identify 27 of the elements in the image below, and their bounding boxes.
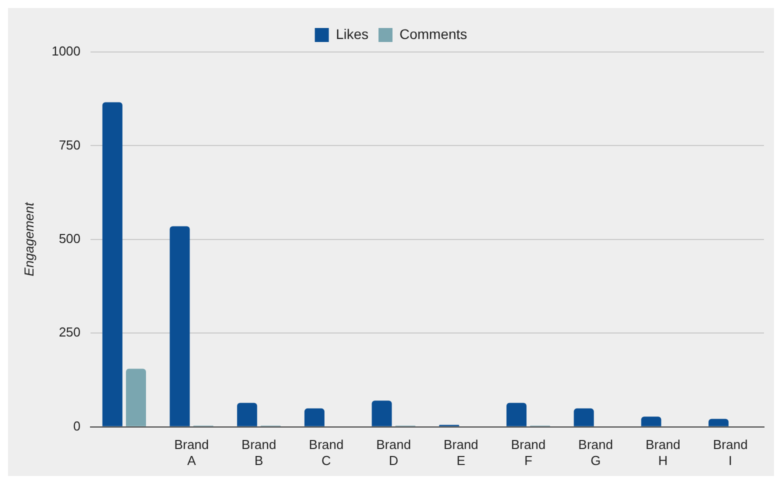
bar: [574, 408, 594, 426]
bar: [372, 400, 392, 426]
y-tick-label: 750: [58, 137, 81, 152]
x-tick-label: Brand F: [510, 437, 546, 468]
legend-label: Comments: [400, 26, 468, 42]
bar: [506, 402, 527, 426]
legend-label: Likes: [336, 26, 369, 42]
bar: [304, 408, 324, 426]
x-tick-label: Brand E: [444, 437, 478, 468]
y-tick-label: 0: [73, 418, 81, 434]
x-tick-label: Brand C: [308, 437, 344, 468]
bar: [708, 418, 729, 426]
y-axis-title: Engagement: [21, 201, 36, 276]
y-tick-label: 250: [58, 324, 81, 340]
y-tick-label: 1000: [52, 44, 81, 59]
bar: [102, 102, 122, 426]
x-tick-label: Brand I: [712, 437, 748, 468]
x-tick-label: Brand D: [376, 437, 411, 468]
x-tick-label: Brand G: [578, 437, 613, 468]
bar: [170, 226, 190, 426]
bar: [641, 416, 662, 426]
bar: [237, 402, 258, 426]
x-tick-label: Brand A: [174, 437, 209, 468]
x-tick-label: Brand H: [646, 437, 680, 468]
y-tick-label: 500: [58, 230, 81, 246]
x-tick-label: Brand B: [242, 437, 276, 468]
bar: [126, 368, 146, 426]
